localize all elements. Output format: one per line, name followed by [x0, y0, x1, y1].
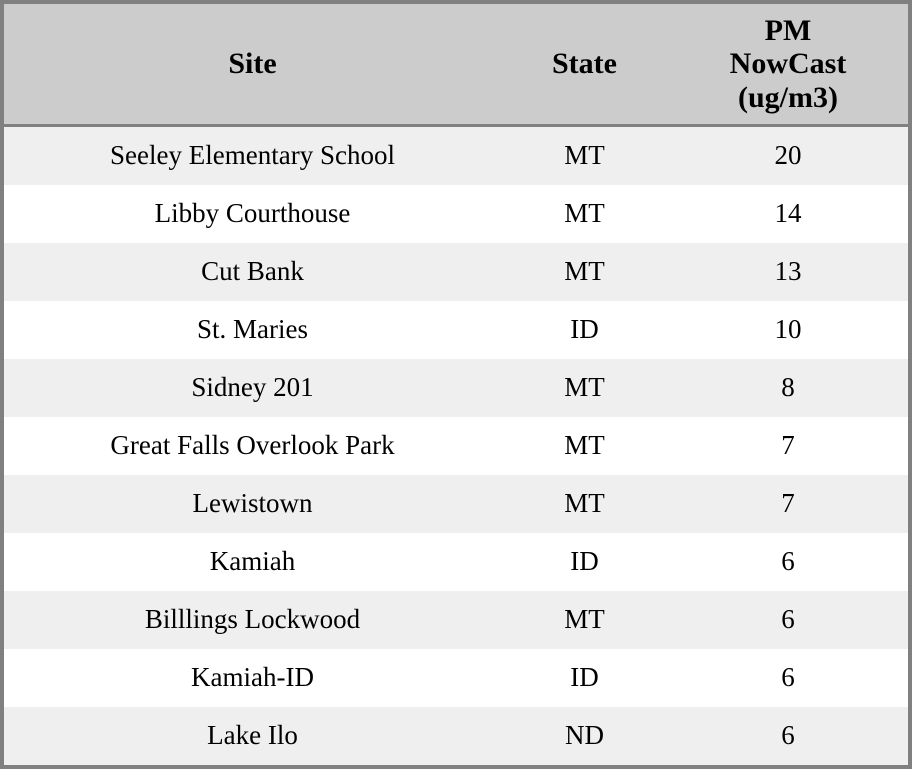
cell-site: Seeley Elementary School [110, 141, 395, 171]
cell-pm-nowcast: 6 [781, 605, 795, 635]
cell-state: MT [564, 605, 605, 635]
cell-pm-nowcast: 6 [781, 721, 795, 751]
cell-pm-nowcast: 8 [781, 373, 795, 403]
table-row: St. Maries ID 10 [4, 301, 908, 359]
cell-site: Kamiah-ID [191, 663, 314, 693]
table-row: Lake Ilo ND 6 [4, 707, 908, 765]
cell-state: ND [565, 721, 604, 751]
table-row: Kamiah ID 6 [4, 533, 908, 591]
cell-site: Cut Bank [201, 257, 304, 287]
cell-state: MT [564, 141, 605, 171]
cell-state: ID [570, 663, 599, 693]
cell-site: Billlings Lockwood [144, 605, 361, 635]
table-row: Seeley Elementary School MT 20 [4, 127, 908, 185]
table-row: Sidney 201 MT 8 [4, 359, 908, 417]
cell-site: Sidney 201 [191, 373, 314, 403]
cell-pm-nowcast: 13 [774, 257, 802, 287]
column-header-site: Site [228, 47, 277, 81]
cell-pm-nowcast: 20 [774, 141, 802, 171]
cell-state: ID [570, 315, 599, 345]
cell-state: MT [564, 373, 605, 403]
cell-state: MT [564, 199, 605, 229]
cell-state: ID [570, 547, 599, 577]
table-body: Seeley Elementary School MT 20 Libby Courth… [4, 127, 908, 765]
cell-site: Libby Courthouse [154, 199, 351, 229]
table-row: Lewistown MT 7 [4, 475, 908, 533]
column-header-pm-nowcast: PM NowCast (ug/m3) [729, 13, 847, 114]
table-row: Cut Bank MT 13 [4, 243, 908, 301]
cell-state: MT [564, 431, 605, 461]
column-header-state: State [552, 47, 617, 81]
cell-site: Lewistown [192, 489, 313, 519]
table-row: Billlings Lockwood MT 6 [4, 591, 908, 649]
table-row: Kamiah-ID ID 6 [4, 649, 908, 707]
cell-pm-nowcast: 6 [781, 547, 795, 577]
cell-pm-nowcast: 14 [774, 199, 802, 229]
cell-pm-nowcast: 10 [774, 315, 802, 345]
table-row: Libby Courthouse MT 14 [4, 185, 908, 243]
cell-state: MT [564, 257, 605, 287]
cell-site: Lake Ilo [207, 721, 298, 751]
cell-state: MT [564, 489, 605, 519]
cell-site: Great Falls Overlook Park [110, 431, 395, 461]
cell-site: Kamiah [209, 547, 296, 577]
table-row: Great Falls Overlook Park MT 7 [4, 417, 908, 475]
cell-pm-nowcast: 6 [781, 663, 795, 693]
cell-pm-nowcast: 7 [781, 489, 795, 519]
cell-pm-nowcast: 7 [781, 431, 795, 461]
cell-site: St. Maries [197, 315, 308, 345]
table-header-row: Site State PM NowCast (ug/m3) [4, 4, 908, 127]
